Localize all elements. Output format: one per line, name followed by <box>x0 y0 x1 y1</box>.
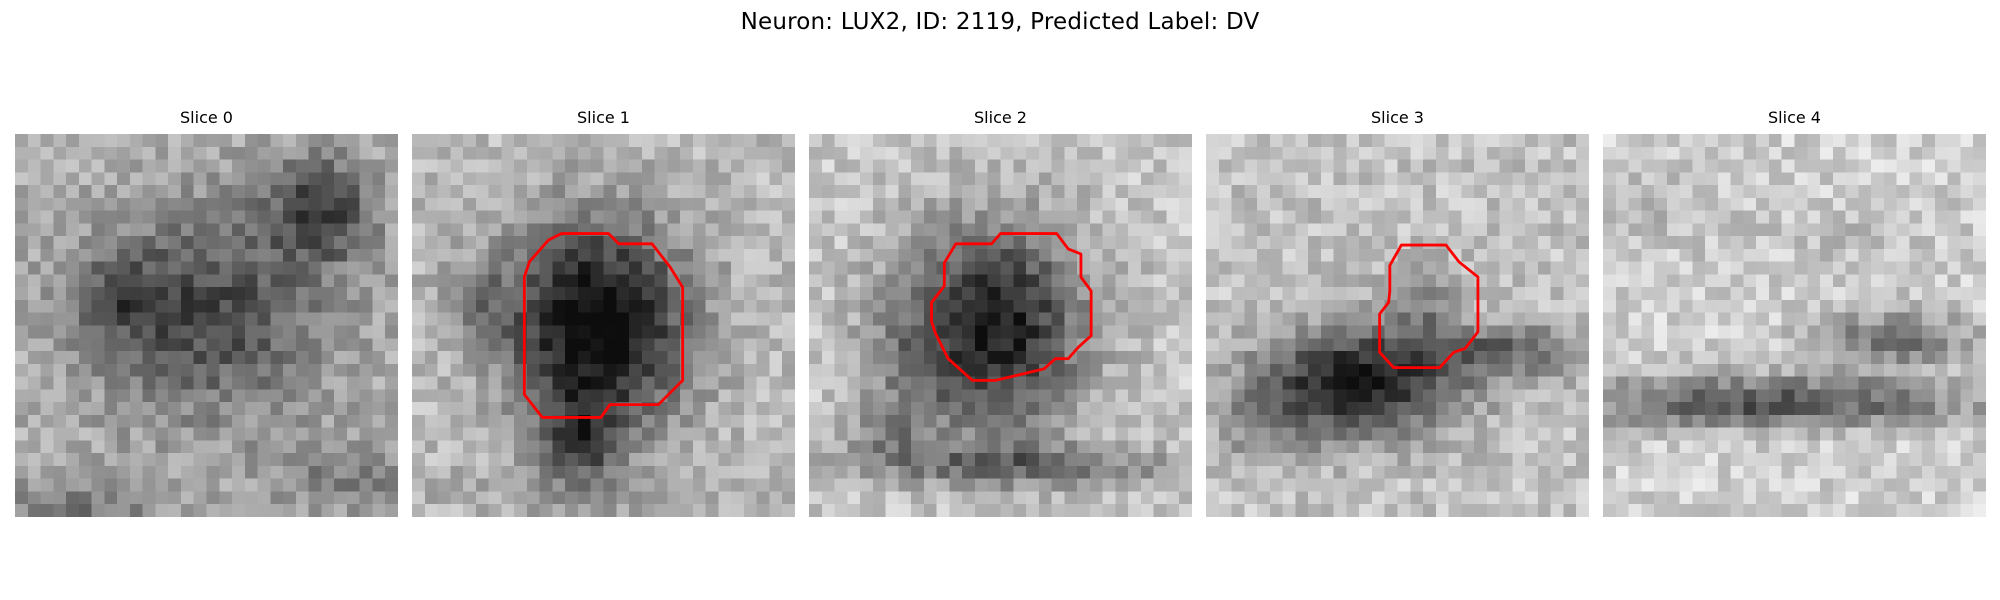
pixel-grid <box>1603 134 1986 517</box>
figure-title: Neuron: LUX2, ID: 2119, Predicted Label:… <box>740 9 1260 35</box>
slice-title: Slice 4 <box>1768 108 1821 127</box>
segmentation-contour <box>1378 243 1480 370</box>
pixel-grid <box>15 134 398 517</box>
segmentation-contour <box>930 232 1093 382</box>
slice-panel-1: Slice 1 <box>412 108 795 538</box>
slice-title: Slice 1 <box>577 108 630 127</box>
slice-image <box>1603 134 1986 517</box>
segmentation-contour <box>522 232 685 419</box>
pixel-grid <box>1206 134 1589 517</box>
slice-image <box>1206 134 1589 517</box>
slice-image <box>412 134 795 517</box>
slice-image <box>15 134 398 517</box>
slice-panel-3: Slice 3 <box>1206 108 1589 538</box>
slice-panel-0: Slice 0 <box>15 108 398 538</box>
pixel-grid <box>809 134 1192 517</box>
slice-title: Slice 3 <box>1371 108 1424 127</box>
slice-panel-2: Slice 2 <box>809 108 1192 538</box>
slice-title: Slice 0 <box>180 108 233 127</box>
slice-image <box>809 134 1192 517</box>
pixel-grid <box>412 134 795 517</box>
slice-panel-4: Slice 4 <box>1603 108 1986 538</box>
slice-title: Slice 2 <box>974 108 1027 127</box>
